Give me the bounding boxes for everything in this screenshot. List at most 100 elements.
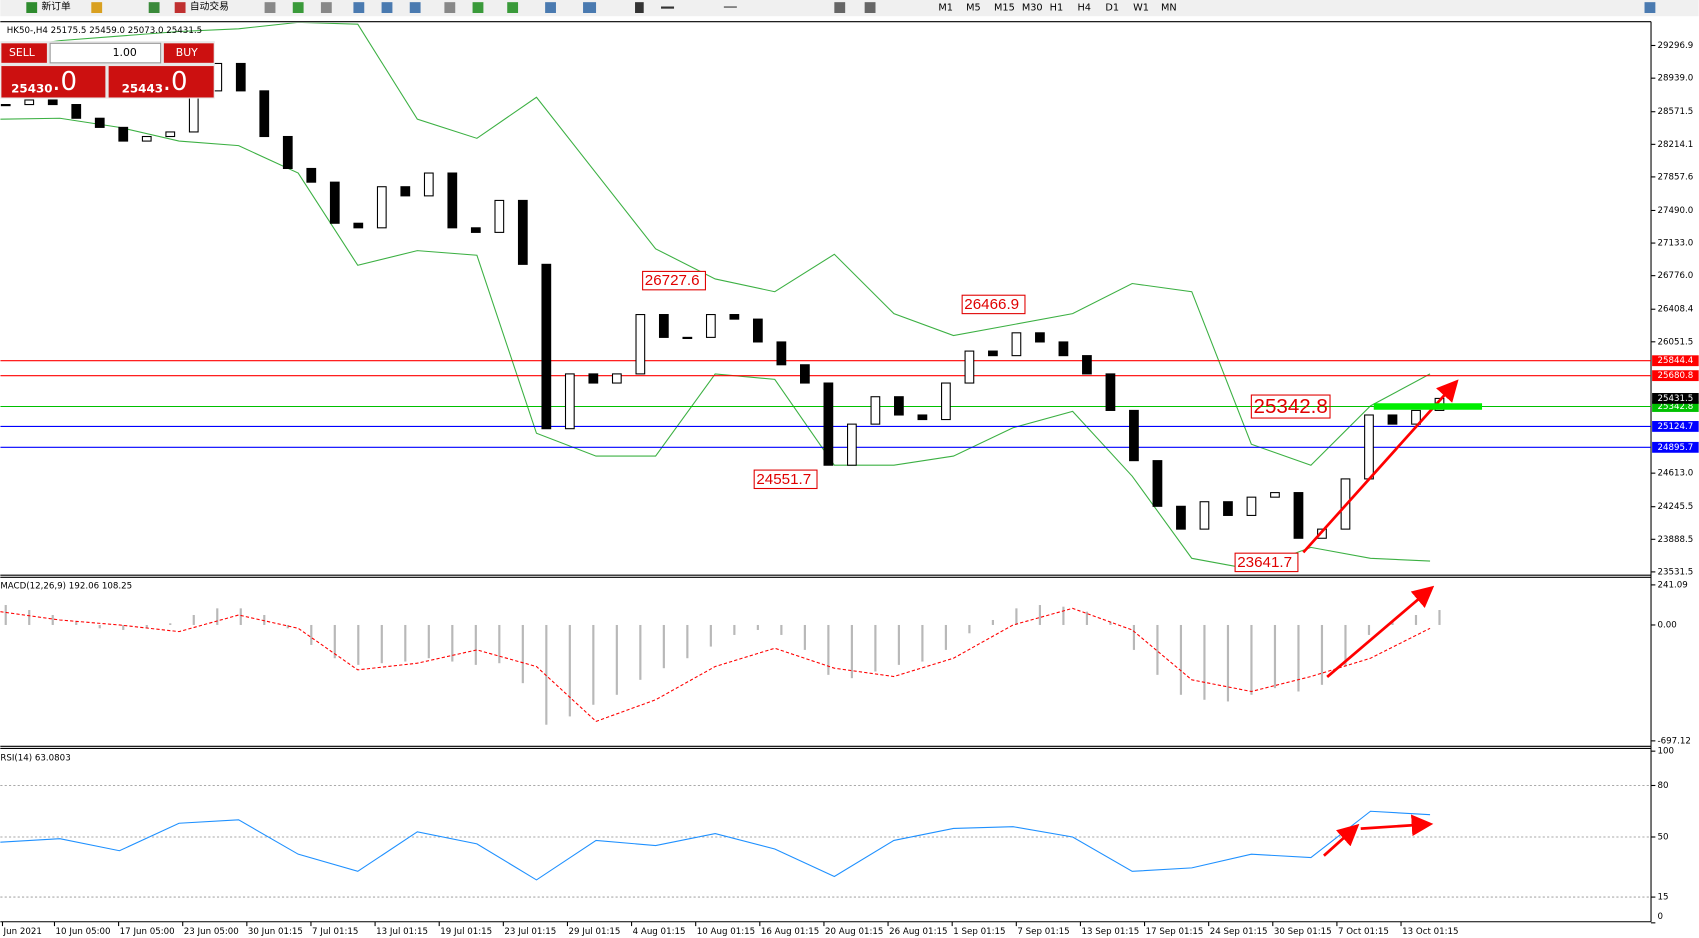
timeframe-button[interactable]: W1 bbox=[1133, 3, 1149, 14]
x-tick-label: 17 Jun 05:00 bbox=[120, 927, 175, 937]
y-tick-label: 24245.5 bbox=[1658, 502, 1694, 512]
x-tick-label: 17 Sep 01:15 bbox=[1146, 927, 1204, 937]
macd-bar bbox=[991, 619, 994, 625]
macd-bar bbox=[874, 624, 877, 672]
new-order[interactable]: 新订单 bbox=[41, 0, 70, 12]
timeframe-button[interactable]: M5 bbox=[966, 3, 981, 14]
y-tick-label: 0.00 bbox=[1658, 620, 1677, 630]
macd-bar bbox=[592, 624, 595, 705]
macd-bar bbox=[1414, 615, 1418, 625]
macd-bar bbox=[192, 615, 195, 625]
timeframe-button[interactable]: H4 bbox=[1078, 3, 1092, 14]
macd-plot bbox=[0, 605, 1441, 725]
macd-bar bbox=[1203, 624, 1206, 700]
candle bbox=[1058, 341, 1069, 357]
price-level-tag bbox=[1652, 355, 1699, 367]
current-price-tag bbox=[1652, 393, 1699, 404]
sell-button[interactable] bbox=[1, 43, 47, 63]
price-level-label: 25680.8 bbox=[1658, 371, 1694, 381]
macd-bar bbox=[944, 624, 947, 650]
macd-bar bbox=[310, 624, 313, 645]
macd-bar bbox=[968, 624, 971, 634]
timeframe-button[interactable]: H1 bbox=[1050, 3, 1064, 14]
buy-label[interactable]: BUY bbox=[176, 46, 198, 59]
zoom-out[interactable] bbox=[381, 2, 393, 13]
candle bbox=[517, 199, 528, 265]
icon[interactable] bbox=[148, 2, 160, 13]
candle bbox=[1246, 496, 1257, 516]
macd-bar bbox=[521, 624, 524, 684]
y-tick-label: 15 bbox=[1658, 893, 1669, 903]
icon[interactable] bbox=[264, 2, 276, 13]
buy-button[interactable] bbox=[163, 43, 214, 63]
templates[interactable] bbox=[583, 2, 597, 13]
text-tool[interactable] bbox=[834, 2, 846, 13]
annotation-label: 24551.7 bbox=[756, 471, 811, 488]
crosshair[interactable] bbox=[661, 6, 675, 9]
new-order-icon[interactable] bbox=[26, 2, 38, 13]
lots-value[interactable]: 1.00 bbox=[113, 46, 137, 59]
symbol-info: HK50-,H4 25175.5 25459.0 25073.0 25431.5 bbox=[7, 26, 202, 36]
sell-price-box[interactable] bbox=[1, 66, 106, 98]
candle bbox=[964, 350, 975, 384]
macd-bar bbox=[239, 608, 242, 625]
buy-price-box[interactable] bbox=[108, 66, 214, 98]
x-tick-label: 26 Aug 01:15 bbox=[889, 927, 947, 937]
candle bbox=[47, 99, 58, 106]
candle bbox=[235, 62, 246, 92]
indicators[interactable] bbox=[507, 2, 519, 13]
candle bbox=[729, 314, 740, 320]
icon[interactable] bbox=[472, 2, 484, 13]
macd-bar bbox=[404, 624, 407, 662]
macd-signal bbox=[0, 607, 1431, 723]
macd-bar bbox=[1367, 624, 1371, 635]
sell-label[interactable]: SELL bbox=[9, 46, 35, 59]
label-tool[interactable] bbox=[864, 2, 876, 13]
timeframe-button[interactable]: M1 bbox=[938, 3, 953, 14]
macd-bar bbox=[75, 621, 78, 625]
candle bbox=[94, 117, 105, 128]
macd-bar bbox=[733, 624, 736, 635]
trend-arrow bbox=[1326, 585, 1435, 678]
zoom-in[interactable] bbox=[353, 2, 365, 13]
bollinger-band bbox=[0, 117, 1431, 570]
timeframe-button[interactable]: M30 bbox=[1022, 3, 1043, 14]
timeframe-button[interactable]: MN bbox=[1161, 3, 1177, 14]
macd-bar bbox=[1038, 605, 1041, 625]
annotation-label: 26727.6 bbox=[645, 272, 700, 289]
price-level-label: 25342.8 bbox=[1658, 402, 1694, 412]
ask-price: 25443 bbox=[122, 81, 163, 95]
annotation-label: 26466.9 bbox=[964, 296, 1019, 313]
candle bbox=[353, 222, 364, 229]
macd-bar bbox=[568, 624, 571, 717]
candle bbox=[752, 318, 763, 343]
x-tick-label: Jun 2021 bbox=[3, 927, 42, 937]
icon[interactable] bbox=[292, 2, 304, 13]
icon[interactable] bbox=[444, 2, 456, 13]
y-tick-label: 0 bbox=[1658, 912, 1664, 922]
macd-bar bbox=[1156, 624, 1159, 675]
periods[interactable] bbox=[545, 2, 556, 13]
macd-bar bbox=[286, 624, 289, 629]
candle bbox=[1152, 460, 1163, 507]
macd-bar bbox=[169, 623, 172, 625]
x-tick-label: 7 Oct 01:15 bbox=[1338, 927, 1389, 937]
auto-trading[interactable]: 自动交易 bbox=[190, 0, 229, 12]
timeframe-button[interactable]: D1 bbox=[1105, 3, 1119, 14]
lots-input[interactable] bbox=[49, 42, 162, 64]
auto-trading-icon[interactable] bbox=[174, 2, 186, 13]
bid-fraction: .0 bbox=[52, 67, 77, 97]
candle bbox=[71, 104, 82, 119]
price-level-tag bbox=[1652, 401, 1699, 412]
cursor[interactable] bbox=[635, 2, 644, 13]
y-tick-label: 28214.1 bbox=[1658, 140, 1694, 150]
y-tick-label: 24613.0 bbox=[1658, 469, 1694, 479]
icon[interactable] bbox=[320, 2, 332, 13]
annotation-label: 23641.7 bbox=[1237, 554, 1292, 571]
candle bbox=[658, 314, 669, 338]
icon[interactable] bbox=[91, 2, 103, 13]
search[interactable] bbox=[1644, 2, 1656, 13]
hline[interactable] bbox=[723, 6, 737, 8]
timeframe-button[interactable]: M15 bbox=[994, 3, 1015, 14]
tile[interactable] bbox=[409, 2, 421, 13]
